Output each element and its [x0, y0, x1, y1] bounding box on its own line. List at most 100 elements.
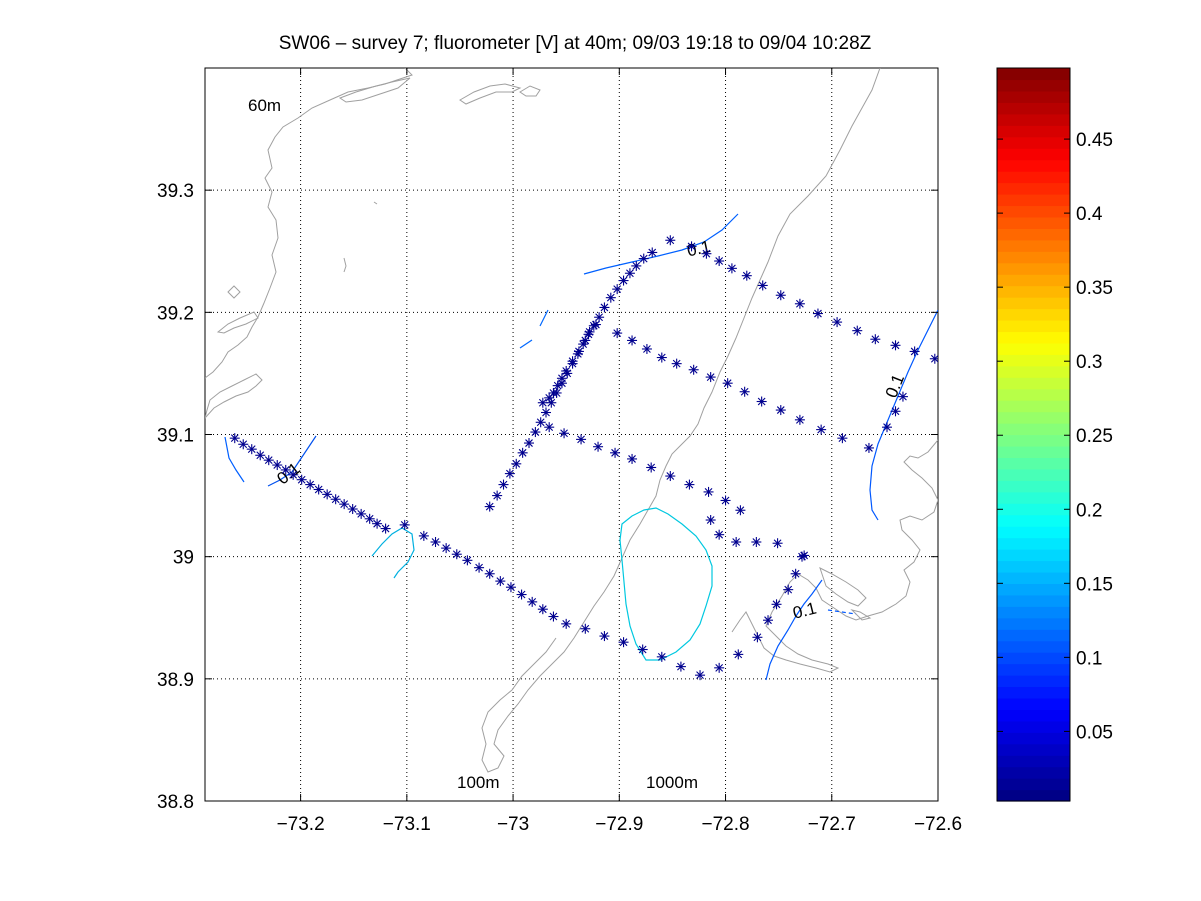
colorbar-segment [997, 262, 1070, 275]
colorbar-segment [997, 285, 1070, 298]
colorbar-segment [997, 617, 1070, 630]
isobath-label-60m: 60m [248, 96, 281, 115]
x-tick-label: −72.7 [808, 814, 856, 835]
isobath-label-1000m: 1000m [646, 773, 698, 792]
station-marker [517, 447, 528, 458]
station-marker [665, 471, 676, 482]
station-marker [484, 501, 495, 512]
x-tick-label: −72.9 [595, 814, 643, 835]
colorbar-segment [997, 365, 1070, 378]
station-marker [909, 346, 920, 357]
station-marker [618, 637, 629, 648]
y-tick-label: 38.9 [157, 670, 194, 691]
station-marker [305, 479, 316, 490]
station-marker [741, 270, 752, 281]
station-marker [556, 373, 567, 384]
station-marker [763, 615, 774, 626]
colorbar-segment [997, 297, 1070, 310]
station-marker [837, 433, 848, 444]
y-tick-label: 38.8 [157, 792, 194, 813]
isobath-100m [481, 68, 881, 773]
chart-title: SW06 – survey 7; fluorometer [V] at 40m;… [279, 33, 872, 54]
station-marker [783, 584, 794, 595]
colorbar-segment [997, 732, 1070, 745]
station-marker [752, 632, 763, 643]
station-marker [380, 523, 391, 534]
station-marker [559, 428, 570, 439]
station-marker [288, 469, 299, 480]
contour-lines [224, 213, 938, 681]
station-marker [527, 596, 538, 607]
colorbar-segment [997, 445, 1070, 459]
station-marker [726, 263, 737, 274]
station-markers [229, 235, 938, 681]
station-marker [641, 343, 652, 354]
colorbar-segment [997, 675, 1070, 688]
station-marker [599, 631, 610, 642]
station-marker [594, 312, 605, 323]
station-marker [775, 290, 786, 301]
y-tick-label: 39.1 [157, 426, 194, 447]
station-marker [739, 386, 750, 397]
colorbar-segment [997, 434, 1070, 447]
colorbar-segment [997, 319, 1070, 333]
y-tick-label: 39.2 [157, 303, 194, 324]
station-marker [832, 317, 843, 328]
station-marker [656, 651, 667, 662]
colorbar-segment [997, 125, 1070, 138]
station-marker [530, 427, 541, 438]
isobath-60m-c [216, 311, 259, 334]
station-marker [495, 576, 506, 587]
colorbar-segment [997, 514, 1070, 527]
colorbar-segment [997, 526, 1070, 539]
station-marker [863, 442, 874, 453]
colorbar-segment [997, 549, 1070, 562]
colorbar-segment [997, 423, 1070, 436]
station-marker [720, 495, 731, 506]
station-marker [573, 346, 584, 357]
station-marker [714, 662, 725, 673]
station-marker [882, 422, 893, 433]
isobath-60m-f [459, 83, 522, 105]
isobath-1000m-b [819, 567, 867, 607]
station-marker [541, 407, 552, 418]
station-marker [255, 450, 266, 461]
x-tick-label: −72.6 [914, 814, 962, 835]
colorbar-tick-label: 0.45 [1076, 130, 1113, 151]
station-marker [567, 356, 578, 367]
station-marker [339, 499, 350, 510]
colorbar-segment [997, 663, 1070, 676]
colorbar-segment [997, 594, 1070, 607]
contour-0.1-west [224, 436, 245, 483]
station-marker [280, 464, 291, 475]
station-marker [890, 406, 901, 417]
colorbar-segment [997, 571, 1070, 584]
station-marker [537, 397, 548, 408]
colorbar-segment [997, 216, 1070, 229]
contour-0.1-dash [827, 609, 857, 615]
colorbar-segment [997, 480, 1070, 493]
colorbar-segment [997, 766, 1070, 779]
station-marker [812, 308, 823, 319]
station-marker [612, 328, 623, 339]
station-marker [580, 335, 591, 346]
station-marker [705, 515, 716, 526]
station-marker [714, 256, 725, 267]
station-marker [794, 414, 805, 425]
contour-0.1-west-b [267, 435, 317, 487]
colorbar-tick-label: 0.15 [1076, 574, 1113, 595]
colorbar-segment [997, 90, 1070, 103]
plot-area [204, 67, 939, 802]
station-marker [684, 479, 695, 490]
isobath-60m [205, 68, 413, 379]
station-marker [731, 537, 742, 548]
colorbar-segment [997, 377, 1070, 390]
colorbar-segment [997, 113, 1070, 126]
station-marker [580, 623, 591, 634]
colorbar-segment [997, 308, 1070, 321]
isobath-label-group: 60m 100m 1000m [248, 96, 698, 792]
colorbar-segment [997, 400, 1070, 413]
station-marker [561, 618, 572, 629]
colorbar-tick-label: 0.2 [1076, 500, 1102, 521]
isobath-60m-h [343, 257, 347, 273]
